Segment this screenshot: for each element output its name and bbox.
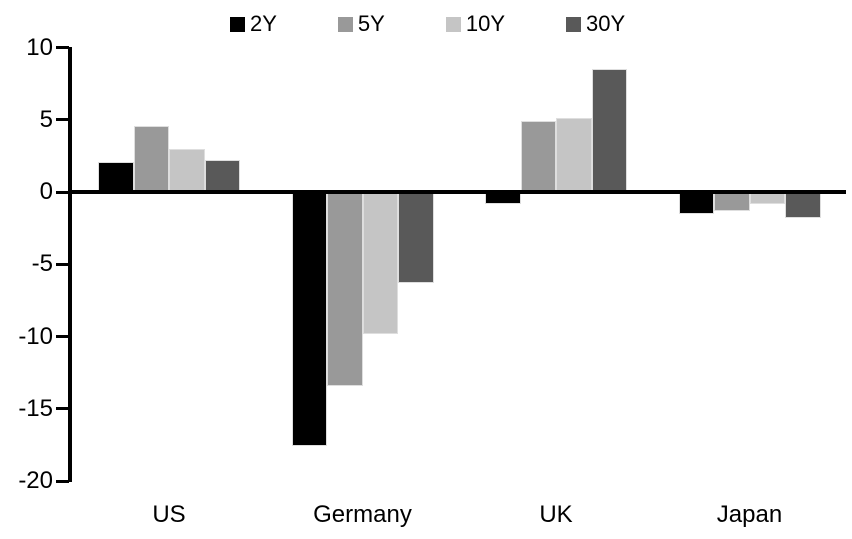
legend-item-10y: 10Y (445, 11, 505, 36)
legend-item-2y: 2Y (230, 13, 277, 35)
y-axis-tick-label: -15 (18, 394, 53, 422)
bar-japan-5y (714, 192, 750, 211)
y-axis-tick-label: 10 (26, 33, 53, 61)
legend-item-30y: 30Y (566, 13, 625, 35)
y-axis-tick-label: -10 (18, 322, 53, 350)
bar-germany-10y (362, 192, 398, 334)
legend-label-2y: 2Y (250, 11, 277, 36)
y-axis-tick (56, 407, 69, 411)
zero-baseline (68, 190, 846, 194)
x-axis-label-us: US (152, 501, 186, 528)
legend-label-30y: 30Y (586, 11, 626, 36)
bar-japan-30y (785, 192, 821, 218)
bar-us-30y (204, 160, 240, 192)
bar-us-5y (133, 125, 169, 192)
legend-swatch-2y-icon (230, 16, 245, 32)
bar-uk-5y (520, 121, 556, 192)
legend-swatch-30y-icon (566, 16, 581, 32)
bar-uk-30y (591, 69, 627, 192)
bar-germany-30y (398, 192, 434, 284)
x-axis-label-germany: Germany (313, 501, 412, 528)
y-axis-tick-label: -5 (31, 250, 53, 278)
y-axis-tick-label: -20 (18, 467, 53, 494)
legend-label-5y: 5Y (357, 11, 385, 36)
bar-germany-5y (327, 192, 363, 386)
y-axis-spine (68, 47, 72, 482)
bar-japan-2y (678, 192, 714, 214)
y-axis-tick (56, 335, 69, 338)
legend-item-5y: 5Y (337, 11, 385, 36)
y-axis-tick (56, 46, 69, 49)
bar-us-2y (98, 161, 134, 192)
legend-swatch-5y-icon (337, 16, 353, 32)
y-axis-tick (56, 479, 69, 483)
chart-legend: 2Y 5Y 10Y 30Y (230, 13, 625, 35)
y-axis-tick-label: 5 (39, 105, 53, 133)
y-axis-tick (56, 190, 69, 194)
x-axis-label-uk: UK (539, 501, 573, 528)
bar-uk-10y (556, 118, 592, 192)
y-axis-tick-label: 0 (39, 178, 53, 205)
bar-us-10y (169, 148, 205, 192)
bar-germany-2y (291, 192, 327, 447)
y-axis-tick (56, 262, 69, 266)
legend-swatch-10y-icon (445, 16, 461, 32)
x-axis-label-japan: Japan (716, 501, 783, 528)
y-axis-tick (56, 118, 69, 122)
legend-label-10y: 10Y (465, 11, 505, 36)
